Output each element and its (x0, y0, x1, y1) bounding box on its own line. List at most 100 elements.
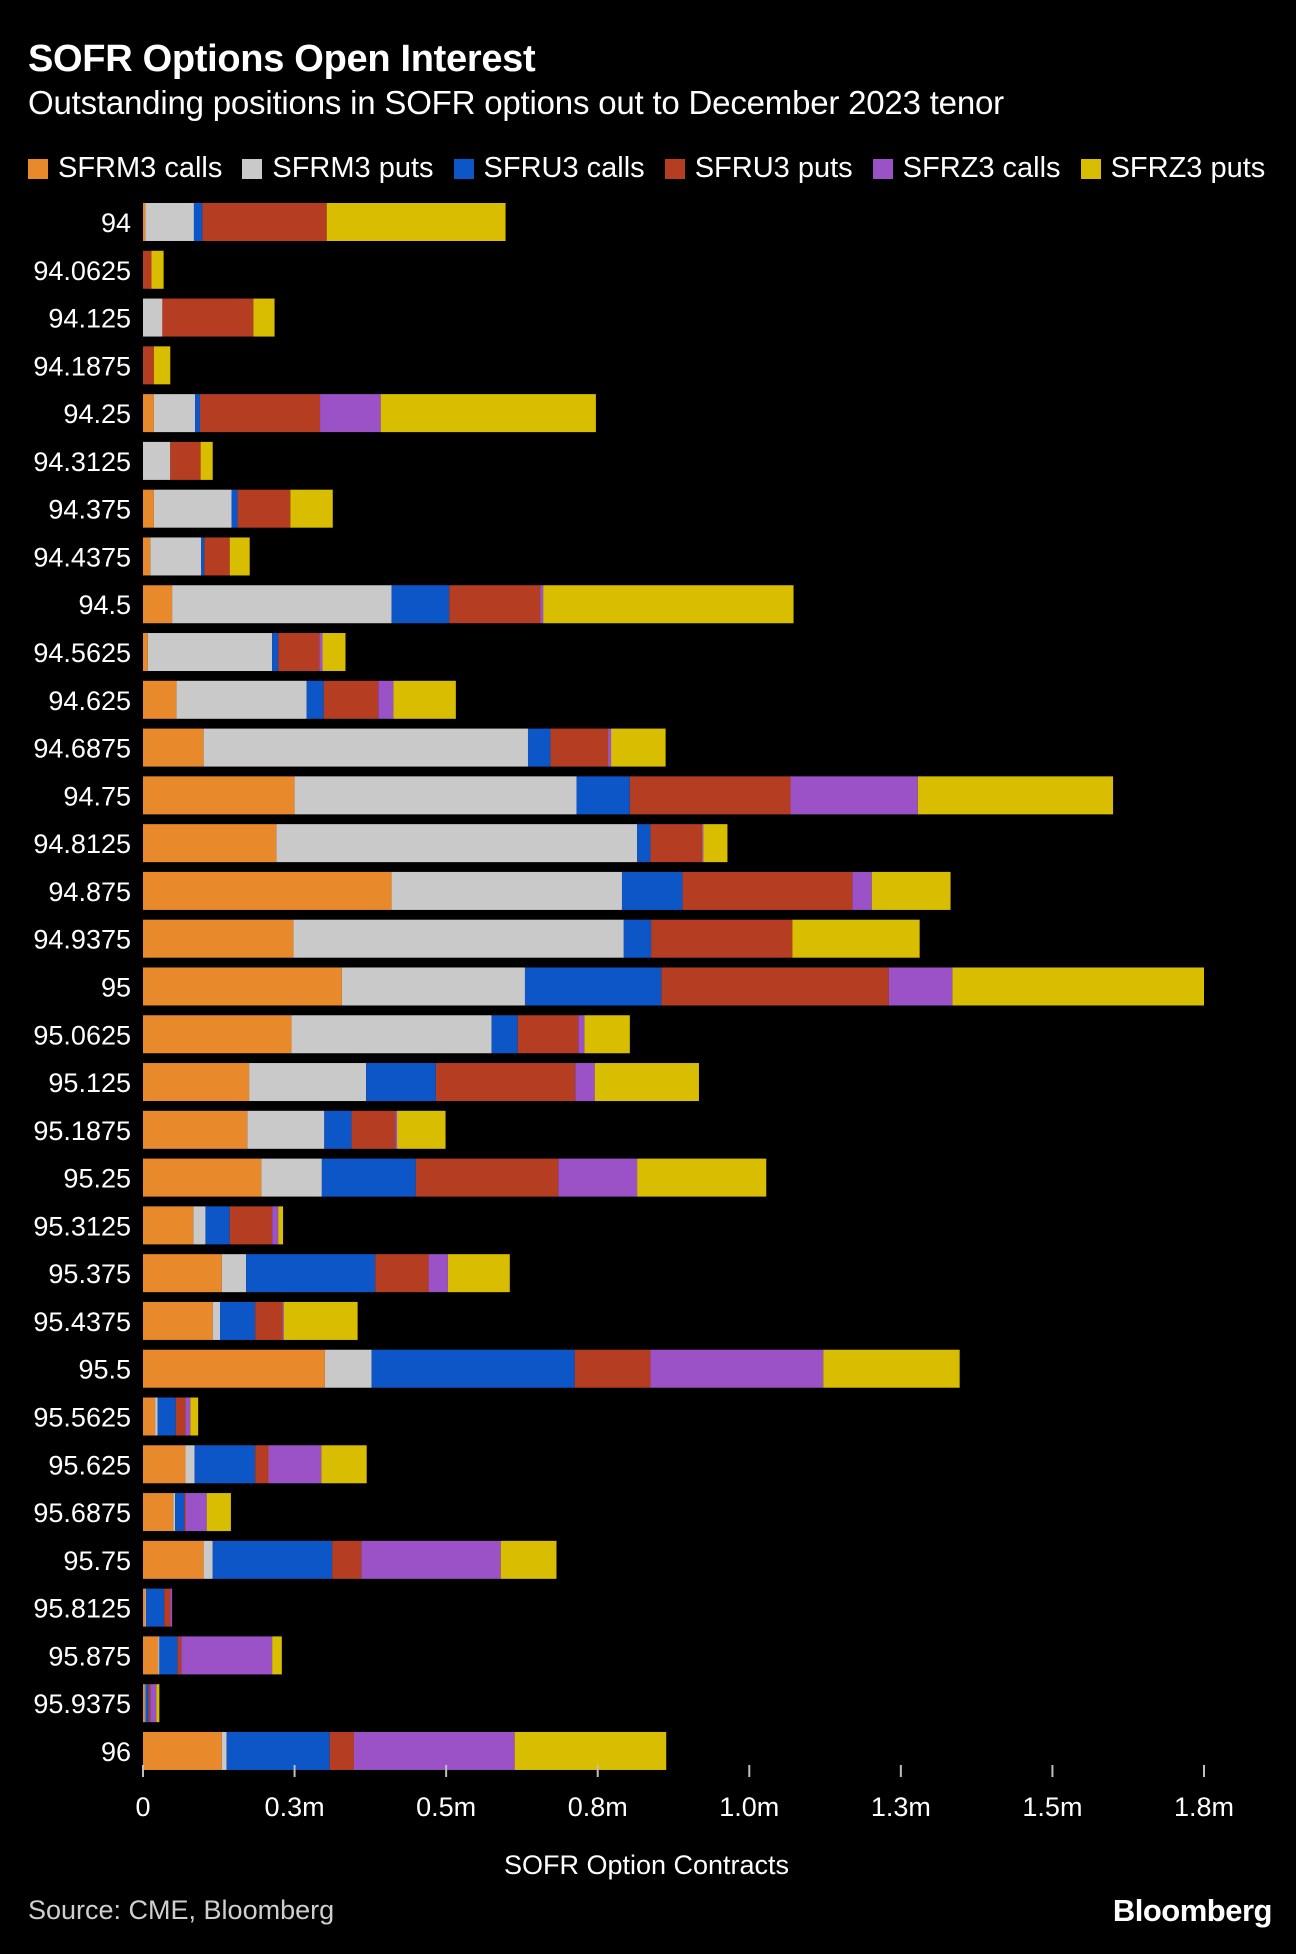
bar-segment (491, 1015, 518, 1054)
bar-segment (623, 919, 652, 958)
source-note: Source: CME, Bloomberg (28, 1895, 335, 1925)
bar-segment (261, 1158, 322, 1197)
bar-segment (682, 871, 853, 910)
bar-segment (145, 1684, 149, 1723)
bar-segment (143, 298, 163, 337)
chart-title: SOFR Options Open Interest (28, 38, 536, 80)
bar-segment (146, 1588, 165, 1627)
bar-segment (576, 776, 630, 815)
bar-segment (637, 1158, 767, 1197)
bar-segment (247, 1110, 325, 1149)
bar-segment (143, 1636, 159, 1675)
bar-segment (249, 1063, 367, 1102)
bar-segment (324, 1349, 372, 1388)
bar-segment (159, 1636, 178, 1675)
bar-segment (203, 728, 528, 767)
x-tick-label: 1.3m (871, 1792, 931, 1822)
bar-segment (150, 537, 202, 576)
bar-segment (322, 633, 346, 672)
bar-segment (321, 1445, 367, 1484)
bar-segment (147, 633, 273, 672)
bar-segment (185, 1493, 207, 1532)
bar-segment (917, 776, 1114, 815)
bar-segment (170, 1588, 173, 1627)
bar-segment (143, 585, 173, 624)
bar-segment (143, 1445, 186, 1484)
bar-segment (143, 1588, 146, 1627)
bar-segment (500, 1540, 557, 1579)
bar-segment (255, 1445, 269, 1484)
category-label: 94.0625 (33, 256, 131, 286)
bar-segment (175, 1493, 185, 1532)
legend-item-sfrz3-puts: SFRZ3 puts (1080, 152, 1265, 185)
bar-segment (176, 680, 307, 719)
category-label: 94.125 (48, 304, 131, 334)
bar-segment (153, 489, 232, 528)
x-tick-label: 0.8m (568, 1792, 628, 1822)
bar-segment (153, 346, 171, 385)
bar-segment (293, 919, 624, 958)
category-label: 95.375 (48, 1259, 131, 1289)
category-label: 95.625 (48, 1450, 131, 1480)
bar-segment (321, 1158, 416, 1197)
bar-segment (195, 394, 200, 433)
legend-item-sfrz3-calls: SFRZ3 calls (872, 152, 1061, 185)
bar-segment (574, 1349, 651, 1388)
legend-swatch (453, 158, 474, 179)
legend-label: SFRM3 puts (272, 152, 434, 184)
bar-segment (173, 1493, 176, 1532)
bar-segment (143, 250, 152, 289)
x-axis-title: SOFR Option Contracts (504, 1850, 789, 1880)
bar-segment (272, 1636, 282, 1675)
bar-segment (164, 1588, 171, 1627)
bar-segment (823, 1349, 960, 1388)
bar-segment (143, 824, 277, 863)
bar-segment (143, 1540, 204, 1579)
bar-segment (253, 298, 275, 337)
category-label: 95.875 (48, 1641, 131, 1671)
bar-segment (320, 394, 381, 433)
legend-item-sfru3-calls: SFRU3 calls (453, 152, 645, 185)
category-label: 95.9375 (33, 1689, 131, 1719)
bar-segment (144, 1684, 146, 1723)
bar-segment (231, 489, 238, 528)
bar-segment (150, 1684, 157, 1723)
bar-segment (221, 1254, 247, 1293)
bar-segment (517, 1015, 579, 1054)
category-label: 94.5625 (33, 638, 131, 668)
bar-segment (393, 680, 456, 719)
bar-segment (326, 203, 506, 241)
category-label: 95.3125 (33, 1211, 131, 1241)
bar-segment (143, 728, 204, 767)
bar-segment (852, 871, 872, 910)
bar-segment (282, 1301, 284, 1340)
bar-segment (651, 919, 793, 958)
category-label: 94.75 (63, 781, 131, 811)
bar-segment (203, 1540, 213, 1579)
bar-segment (143, 1349, 325, 1388)
bar-segment (290, 489, 333, 528)
category-label: 94 (101, 208, 131, 238)
bar-segment (226, 1731, 330, 1770)
bar-segment (371, 1349, 575, 1388)
bar-segment (200, 441, 213, 480)
bar-segment (205, 1206, 230, 1245)
bar-segment (323, 680, 379, 719)
bloomberg-logo: Bloomberg (1112, 1893, 1273, 1928)
legend-label: SFRU3 calls (483, 152, 645, 184)
bar-segment (199, 394, 321, 433)
bar-segment (143, 1254, 222, 1293)
category-label: 94.5 (78, 590, 131, 620)
bar-segment (395, 1110, 398, 1149)
bar-segment (514, 1731, 667, 1770)
bar-segment (246, 1254, 376, 1293)
category-label: 95.4375 (33, 1307, 131, 1337)
bar-segment (193, 1206, 206, 1245)
bar-segment (661, 967, 889, 1006)
bar-segment (703, 824, 728, 863)
bar-segment (185, 1397, 191, 1436)
bar-segment (650, 1349, 824, 1388)
bar-segment (790, 776, 918, 815)
x-tick-label: 0.5m (416, 1792, 476, 1822)
